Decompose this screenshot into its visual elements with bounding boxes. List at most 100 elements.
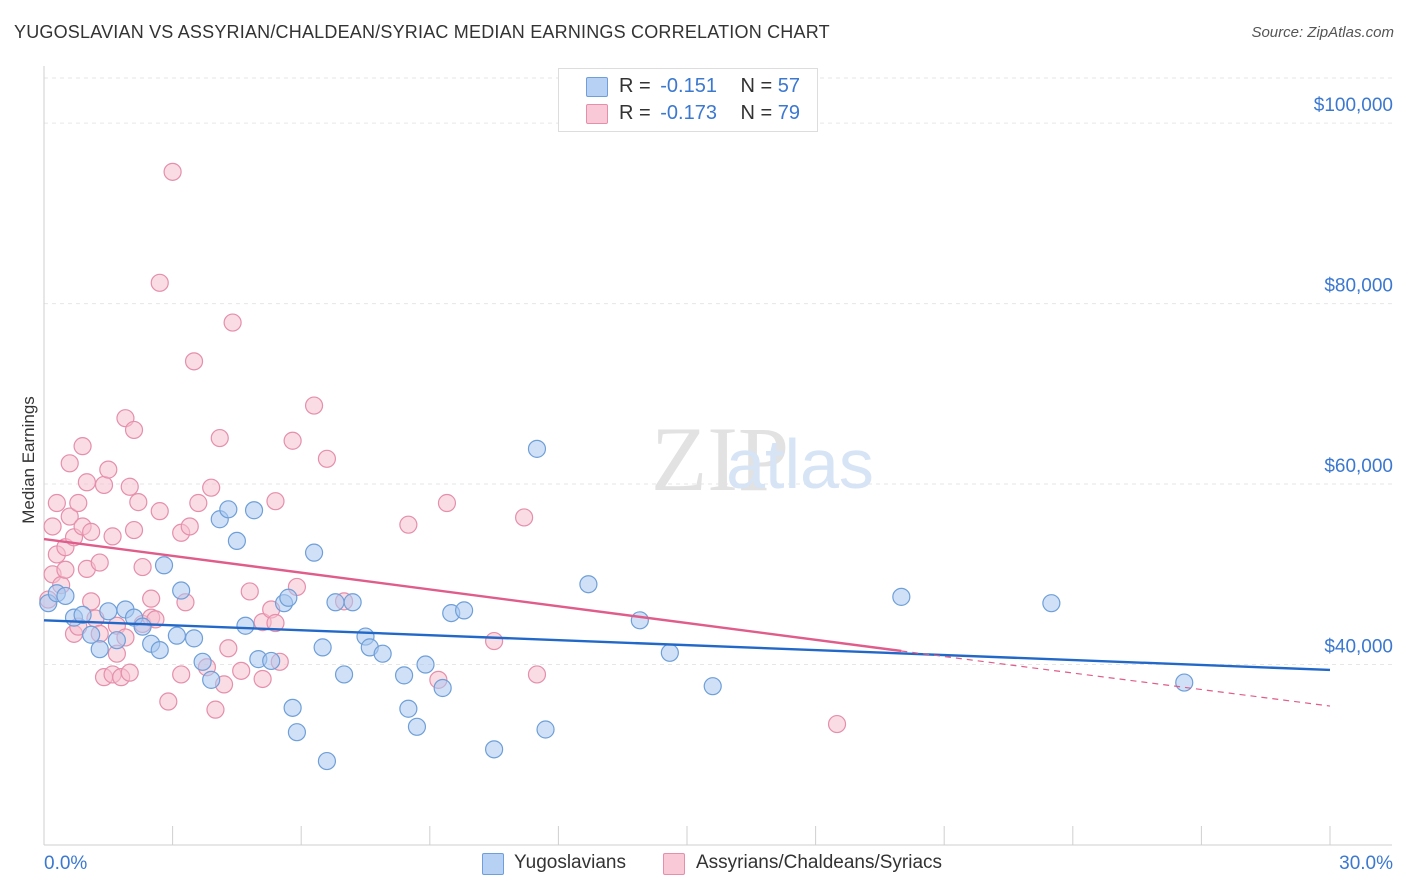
y-tick-label: $60,000 [1324,456,1393,477]
yugoslavian-point [343,593,362,612]
yugoslavian-point [317,751,337,771]
assyrian-point [827,714,847,734]
assyrian-point [223,313,242,332]
yugoslavian-point [892,587,911,606]
x-tick-label-max: 30.0% [1339,853,1393,874]
assyrian-point [142,589,161,608]
assyrian-point [150,273,169,292]
assyrian-point [527,665,547,684]
yugoslavian-point [184,629,204,648]
source-label: Source: ZipAtlas.com [1251,24,1394,41]
assyrian-point [82,592,101,611]
blue-swatch [586,77,608,97]
gridlines [44,77,1392,666]
legend-item-assyrians[interactable]: Assyrians/Chaldeans/Syriacs [663,852,942,875]
y-tick-label: $80,000 [1324,276,1393,297]
yugoslavian-point [193,652,212,671]
yugoslavian-point [313,638,332,657]
assyrian-point [202,478,221,497]
yugoslavian-point [326,593,345,612]
assyrian-point [184,352,204,371]
assyrian-point [253,669,272,689]
n-value-1: 57 [777,75,801,97]
yugoslavian-point [579,575,598,594]
assyrian-point [120,663,139,682]
yugoslavian-point [527,439,547,458]
assyrian-point [159,692,178,711]
yugoslavian-point [279,588,298,607]
yugoslavian-point [172,581,191,600]
r-label-1: R = [619,75,651,97]
r-value-1: -0.151 [660,75,717,97]
yugoslavian-point [334,665,354,684]
yugoslavian-point [150,640,169,660]
assyrian-point [172,665,191,684]
yugoslavian-point [1042,594,1061,613]
assyrian-point [240,582,259,601]
y-tick-label: $100,000 [1314,95,1393,116]
yugoslavian-point [56,586,75,606]
y-tick-label: $40,000 [1324,637,1393,658]
series-yugoslavian-points [39,439,1194,771]
yugoslavian-point [394,666,414,685]
yugoslavian-point [485,740,504,759]
assyrian-point [206,700,225,719]
x-tick-label-min: 0.0% [44,853,87,874]
assyrian-point [69,493,88,513]
assyrian-point [47,493,66,513]
watermark-atlas: atlas [726,425,874,503]
yugoslavian-point [90,640,109,659]
yugoslavian-point [219,500,238,519]
assyrian-point [43,517,62,536]
assyrian-point [60,507,79,526]
assyrian-point [485,631,504,651]
yugoslavian-point [154,556,174,575]
yugoslavian-point [133,617,152,636]
assyrian-point [317,449,337,468]
assyrian-point [266,613,285,633]
blue-legend-swatch [482,853,504,875]
yugoslavian-trendline [43,619,1331,672]
yugoslavian-point [433,678,452,698]
assyrian-point [120,477,139,496]
pink-swatch [586,104,608,124]
assyrian-point [124,420,144,440]
assyrian-point [515,508,534,527]
assyrian-point [210,428,229,448]
yugoslavian-point [373,644,392,663]
yugoslavian-point [703,677,722,696]
assyrian-point [73,437,92,456]
assyrian-point [304,396,324,415]
assyrian-point [129,493,148,512]
yugoslavian-point [399,699,418,718]
yugoslavian-point [82,625,101,644]
yugoslavian-point [202,670,221,689]
axes [43,66,1392,846]
n-value-2: 79 [777,102,801,124]
assyrian-point [150,502,169,521]
assyrian-point [266,492,285,511]
assyrian-point [219,639,238,658]
tick-labels: $40,000 $60,000 $80,000 $100,000 0.0% 30.0% [44,95,1393,874]
yugoslavian-point [287,723,307,742]
assyrian-trendline-extension [901,650,1331,707]
yugoslavian-point [454,601,474,620]
assyrian-point [56,560,75,579]
yugoslavian-point [262,651,281,671]
yugoslavian-point [227,531,246,551]
legend-item-yugoslavians[interactable]: Yugoslavians [482,852,626,875]
r-value-2: -0.173 [660,102,717,124]
yugoslavian-point [407,717,427,736]
r-label-2: R = [619,102,651,124]
n-label-1: N = [740,75,773,97]
yugoslavian-point [107,631,126,650]
assyrian-point [399,515,418,534]
assyrian-point [163,162,182,181]
assyrian-point [189,493,208,513]
watermark-zip: ZIP [651,408,789,510]
yugoslavian-point [630,611,649,630]
correlation-legend: R = -0.151 N = 57 R = -0.173 N = 79 [558,68,818,132]
y-axis-label: Median Earnings [19,396,38,524]
assyrian-point [60,454,79,473]
